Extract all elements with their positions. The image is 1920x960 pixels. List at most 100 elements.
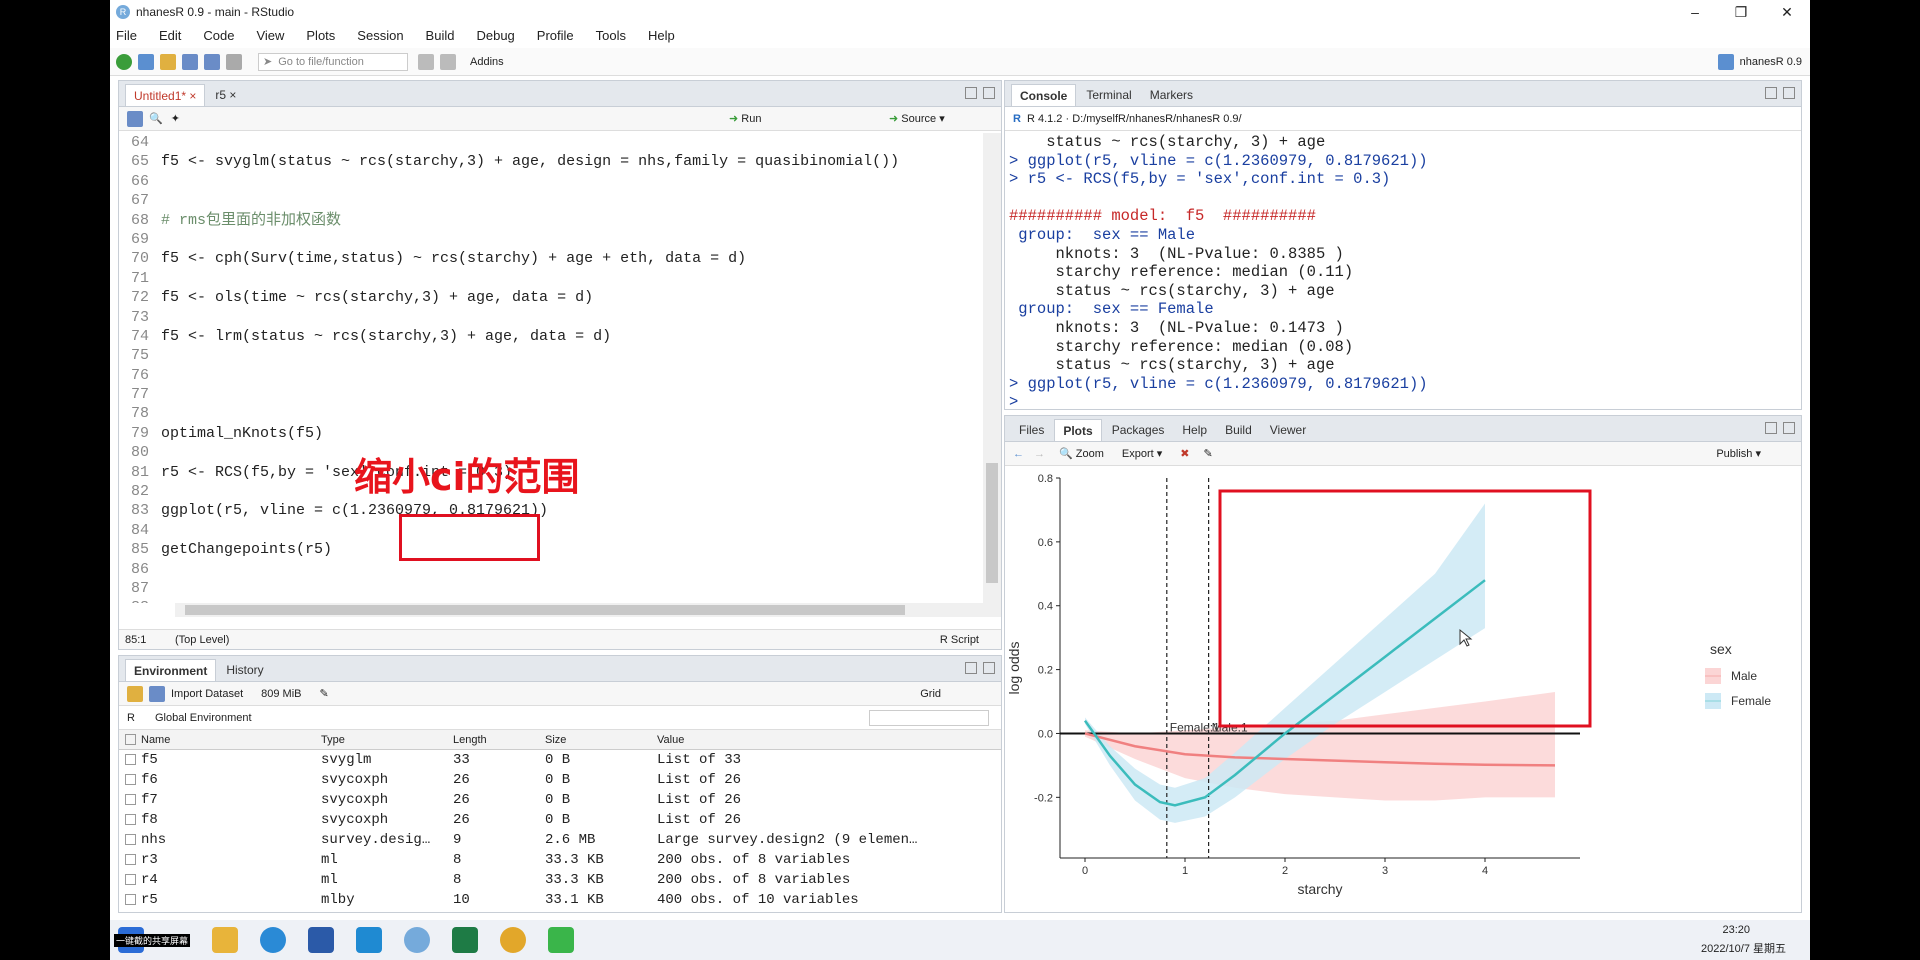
tab-files[interactable]: Files	[1019, 423, 1045, 437]
time-display[interactable]: 23:20	[1722, 924, 1750, 936]
code-line[interactable]: 66	[119, 172, 983, 191]
header-value[interactable]: Value	[657, 734, 685, 746]
code-line[interactable]: 80	[119, 443, 983, 462]
row-checkbox[interactable]	[125, 894, 136, 905]
menu-session[interactable]: Session	[357, 27, 404, 43]
menu-edit[interactable]: Edit	[158, 27, 182, 43]
code-line[interactable]: 64	[119, 133, 983, 152]
addins-menu[interactable]: Addins	[470, 55, 504, 68]
go-to-file-input[interactable]: ➤ Go to file/function	[258, 52, 408, 71]
env-search-input[interactable]	[869, 709, 989, 726]
print-icon[interactable]	[226, 53, 242, 70]
menu-debug[interactable]: Debug	[476, 27, 515, 43]
row-checkbox[interactable]	[125, 814, 136, 825]
word-icon[interactable]	[308, 927, 335, 953]
menu-tools[interactable]: Tools	[595, 27, 626, 43]
remove-plot-icon[interactable]: ✖	[1180, 448, 1190, 460]
vscode-icon[interactable]	[356, 927, 383, 953]
chrome-icon[interactable]	[500, 927, 527, 953]
minimize-pane-icon[interactable]	[965, 87, 977, 99]
menu-file[interactable]: File	[116, 27, 137, 43]
tab-packages[interactable]: Packages	[1111, 423, 1165, 437]
tab-environment[interactable]: Environment	[125, 659, 217, 681]
excel-icon[interactable]	[452, 927, 479, 953]
minimize-pane-icon[interactable]	[965, 662, 977, 674]
row-checkbox[interactable]	[125, 854, 136, 865]
code-line[interactable]: 82	[119, 482, 983, 501]
code-line[interactable]: 72 f5 <- ols(time ~ rcs(starchy,3) + age,…	[119, 288, 983, 307]
view-grid-button[interactable]: Grid	[920, 687, 941, 700]
header-name[interactable]: Name	[141, 734, 171, 746]
code-line[interactable]: 77	[119, 385, 983, 404]
memory-usage[interactable]: 809 MiB	[261, 687, 302, 700]
code-line[interactable]: 65 f5 <- svyglm(status ~ rcs(starchy,3) +…	[119, 152, 983, 171]
editor-horizontal-scrollbar[interactable]	[175, 603, 1001, 617]
project-menu[interactable]: nhanesR 0.9	[1717, 54, 1802, 70]
git-icon[interactable]	[418, 53, 434, 70]
header-length[interactable]: Length	[453, 734, 487, 746]
new-file-icon[interactable]	[116, 53, 132, 70]
run-button[interactable]: ➜ Run	[729, 112, 761, 125]
select-all-checkbox[interactable]	[125, 734, 136, 745]
header-size[interactable]: Size	[545, 734, 567, 746]
code-line[interactable]: 83 ggplot(r5, vline = c(1.2360979, 0.8179…	[119, 501, 983, 520]
environment-row[interactable]: f6 svycoxph 26 0 B List of 26	[119, 770, 1001, 790]
environment-row[interactable]: f8 svycoxph 26 0 B List of 26	[119, 810, 1001, 830]
minimize-pane-icon[interactable]	[1765, 87, 1777, 99]
tab-terminal[interactable]: Terminal	[1086, 88, 1132, 102]
close-icon[interactable]: ✕	[1781, 4, 1793, 20]
layout-icon[interactable]	[440, 53, 456, 70]
tab-markers[interactable]: Markers	[1149, 88, 1194, 102]
save-icon[interactable]	[149, 685, 165, 702]
edge-icon[interactable]	[260, 927, 287, 953]
tab-history[interactable]: History	[226, 663, 264, 677]
menu-plots[interactable]: Plots	[306, 27, 336, 43]
code-line[interactable]: 74 f5 <- lrm(status ~ rcs(starchy,3) + ag…	[119, 327, 983, 346]
code-line[interactable]: 84	[119, 521, 983, 540]
minimize-icon[interactable]: –	[1691, 4, 1699, 20]
global-env-select[interactable]: Global Environment	[154, 711, 252, 724]
code-line[interactable]: 81 r5 <- RCS(f5,by = 'sex',conf.int = 0.3…	[119, 463, 983, 482]
maximize-pane-icon[interactable]	[983, 662, 995, 674]
code-line[interactable]: 69	[119, 230, 983, 249]
code-line[interactable]: 68 # rms包里面的非加权函数	[119, 211, 983, 230]
tab-r5[interactable]: r5 ×	[207, 84, 244, 106]
row-checkbox[interactable]	[125, 754, 136, 765]
open-file-icon[interactable]	[160, 53, 176, 70]
code-line[interactable]: 71	[119, 269, 983, 288]
row-checkbox[interactable]	[125, 834, 136, 845]
tab-console[interactable]: Console	[1011, 84, 1077, 106]
wand-icon[interactable]: ✦	[170, 113, 180, 125]
code-line[interactable]: 78	[119, 404, 983, 423]
tab-untitled1[interactable]: Untitled1* ×	[125, 84, 206, 106]
tab-plots[interactable]: Plots	[1054, 419, 1102, 441]
menu-profile[interactable]: Profile	[536, 27, 574, 43]
save-icon[interactable]	[127, 110, 143, 127]
tab-build[interactable]: Build	[1225, 423, 1252, 437]
rstudio-taskbar-icon[interactable]	[404, 927, 431, 953]
tab-help[interactable]: Help	[1182, 423, 1208, 437]
scope-indicator[interactable]: (Top Level)	[175, 633, 230, 646]
environment-row[interactable]: r3 ml 8 33.3 KB 200 obs. of 8 variables	[119, 850, 1001, 870]
export-button[interactable]: Export ▾	[1121, 448, 1163, 460]
menu-code[interactable]: Code	[203, 27, 235, 43]
row-checkbox[interactable]	[125, 874, 136, 885]
zoom-button[interactable]: 🔍 Zoom	[1059, 447, 1104, 460]
row-checkbox[interactable]	[125, 774, 136, 785]
new-project-icon[interactable]	[138, 53, 154, 70]
menu-help[interactable]: Help	[648, 27, 675, 43]
menu-view[interactable]: View	[256, 27, 285, 43]
forward-arrow-icon[interactable]: →	[1034, 447, 1045, 460]
date-display[interactable]: 2022/10/7 星期五	[1701, 943, 1786, 955]
search-icon[interactable]: 🔍	[149, 113, 163, 125]
header-type[interactable]: Type	[321, 734, 345, 746]
file-explorer-icon[interactable]	[212, 927, 239, 953]
code-line[interactable]: 86	[119, 560, 983, 579]
code-editor[interactable]: 64 65 f5 <- svyglm(status ~ rcs(starchy,3)…	[119, 133, 983, 603]
code-line[interactable]: 75	[119, 346, 983, 365]
menu-build[interactable]: Build	[425, 27, 455, 43]
maximize-pane-icon[interactable]	[1783, 422, 1795, 434]
code-line[interactable]: 70 f5 <- cph(Surv(time,status) ~ rcs(star…	[119, 249, 983, 268]
code-line[interactable]: 76	[119, 366, 983, 385]
broom-icon[interactable]: ✎	[1203, 448, 1213, 460]
